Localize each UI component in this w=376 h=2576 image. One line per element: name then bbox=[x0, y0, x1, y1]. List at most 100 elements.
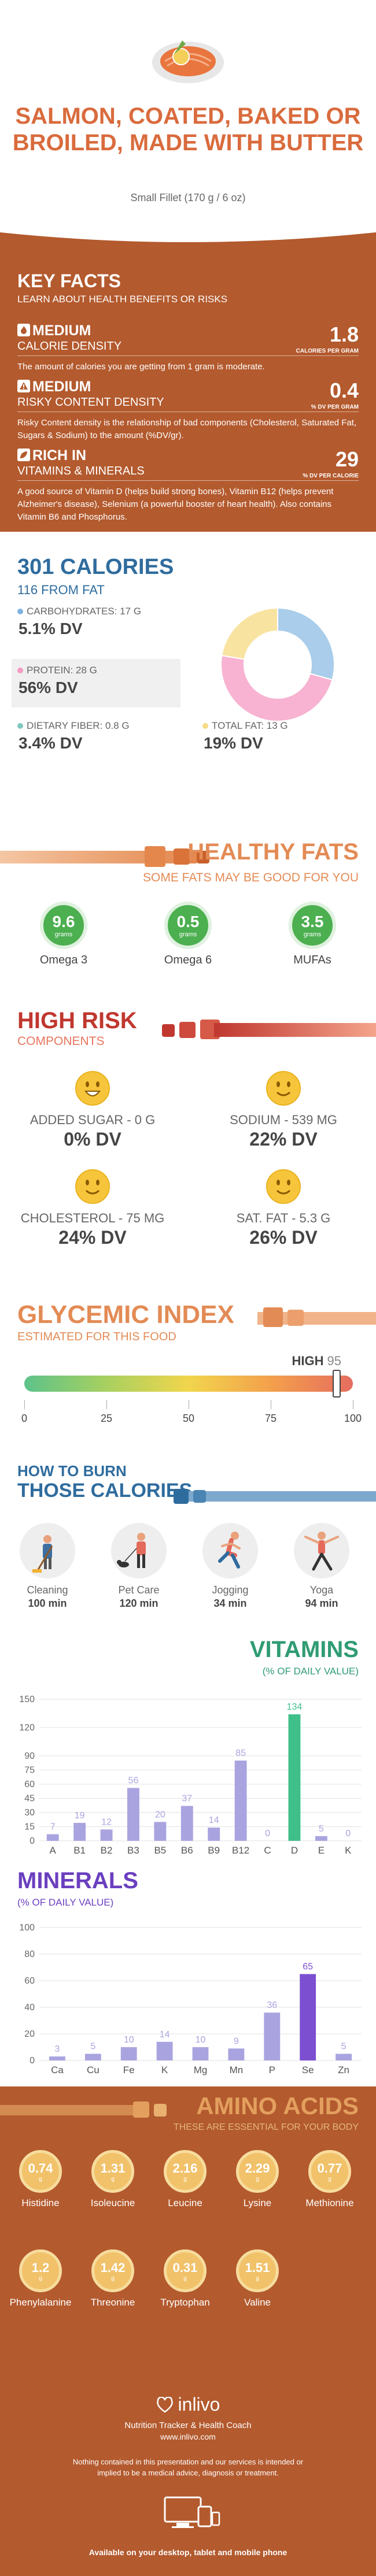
healthy-fats-subtitle: SOME FATS MAY BE GOOD FOR YOU bbox=[142, 871, 359, 884]
fact-name: RISKY CONTENT DENSITY bbox=[17, 396, 164, 409]
risk-item: SODIUM - 539 mg 22% DV bbox=[197, 1070, 370, 1150]
bar-value-label: 14 bbox=[160, 2030, 170, 2040]
amino-name: Tryptophan bbox=[160, 2297, 210, 2308]
x-tick-label: Cu bbox=[87, 2064, 99, 2075]
bar-b9 bbox=[208, 1828, 220, 1841]
amino-value: 1.31 bbox=[100, 2160, 126, 2175]
y-tick-label: 20 bbox=[24, 2029, 35, 2039]
x-tick-label: B1 bbox=[73, 1845, 86, 1856]
bar-value-label: 10 bbox=[124, 2035, 134, 2045]
yoga-icon bbox=[304, 1532, 339, 1571]
fiber-stat: DIETARY FIBER: 0.8 g 3.4% DV bbox=[12, 720, 180, 753]
activity-name: Jogging bbox=[212, 1584, 249, 1596]
leaf-icon bbox=[17, 449, 30, 461]
x-tick-label: B12 bbox=[232, 1845, 249, 1856]
amino-phenylalanine: 1.2 g Phenylalanine bbox=[6, 2249, 75, 2308]
activity-yoga: Yoga 94 min bbox=[287, 1523, 356, 1610]
activity-jogging: Jogging 34 min bbox=[196, 1523, 265, 1610]
y-tick-label: 120 bbox=[19, 1723, 35, 1733]
fat-name: Omega 6 bbox=[164, 954, 212, 966]
risk-dv: 26% DV bbox=[249, 1227, 318, 1248]
brand-url[interactable]: www.inlivo.com bbox=[160, 2432, 216, 2441]
glycemic-marker bbox=[332, 1370, 341, 1398]
legend-dot bbox=[17, 668, 23, 673]
vitamins-title: VITAMINS bbox=[249, 1637, 359, 1662]
bar-value-label: 65 bbox=[303, 1962, 313, 1972]
activity-time: 120 min bbox=[119, 1598, 158, 1609]
fact-risky-content: MEDIUM RISKY CONTENT DENSITY Risky Conte… bbox=[17, 379, 364, 442]
x-tick-label: Se bbox=[302, 2064, 314, 2075]
risk-dv: 24% DV bbox=[58, 1227, 127, 1248]
fact-value: 1.8 bbox=[329, 323, 359, 346]
fact-unit: % DV PER GRAM bbox=[311, 404, 359, 410]
healthy-fats-section: HEALTHY FATS SOME FATS MAY BE GOOD FOR Y… bbox=[0, 826, 376, 1000]
bar-value-label: 19 bbox=[75, 1811, 85, 1821]
amino-name: Phenylalanine bbox=[9, 2297, 72, 2308]
availability-note: Available on your desktop, tablet and mo… bbox=[89, 2548, 287, 2557]
salmon-dish-icon bbox=[152, 40, 224, 83]
scale-tick bbox=[106, 1400, 107, 1409]
glycemic-level-text: HIGH bbox=[292, 1354, 324, 1368]
glycemic-index-section: GLYCEMIC INDEX ESTIMATED FOR THIS FOOD H… bbox=[0, 1295, 376, 1462]
amino-unit: g bbox=[256, 2275, 259, 2282]
devices-icon bbox=[164, 2496, 220, 2528]
smile-face-icon bbox=[266, 1169, 301, 1204]
decorative-band bbox=[0, 2101, 167, 2118]
key-facts-subtitle: LEARN ABOUT HEALTH BENEFITS OR RISKS bbox=[17, 294, 228, 305]
activity-name: Yoga bbox=[309, 1584, 334, 1596]
fact-description: Risky Content density is the relationshi… bbox=[17, 418, 357, 440]
bar-value-label: 5 bbox=[90, 2042, 95, 2052]
bar-mg bbox=[192, 2047, 209, 2060]
amino-unit: g bbox=[256, 2175, 259, 2182]
bar-value-label: 10 bbox=[196, 2035, 206, 2045]
burn-title-2: THOSE CALORIES bbox=[17, 1480, 193, 1502]
protein-dv: 56% DV bbox=[19, 679, 78, 696]
bar-b3 bbox=[127, 1788, 139, 1841]
flame-icon bbox=[17, 324, 30, 336]
header-section: SALMON, COATED, BAKED OR BROILED, MADE W… bbox=[0, 0, 376, 225]
smile-face-icon bbox=[75, 1169, 110, 1204]
vitamins-section: 0 15 30 45 60 75 90 120 150 7 A 19 B1 12 B2 56 B3 20 B5 37 B… bbox=[0, 1636, 376, 1867]
amino-methionine: 0.77 g Methionine bbox=[295, 2150, 364, 2209]
risk-item: CHOLESTEROL - 75 mg 24% DV bbox=[6, 1169, 179, 1248]
fat-value: 0.5 bbox=[176, 913, 200, 931]
y-tick-label: 30 bbox=[24, 1808, 35, 1818]
amino-leucine: 2.16 g Leucine bbox=[150, 2150, 220, 2209]
smile-face-icon bbox=[266, 1071, 301, 1106]
warning-icon bbox=[17, 380, 30, 392]
activity-time: 100 min bbox=[28, 1598, 67, 1609]
donut-slice-carbohydrates bbox=[277, 607, 335, 681]
x-tick-label: Fe bbox=[123, 2064, 135, 2075]
fat-unit: grams bbox=[179, 931, 197, 938]
amino-unit: g bbox=[328, 2175, 331, 2182]
serving-size: Small Fillet (170 g / 6 oz) bbox=[130, 192, 246, 203]
amino-name: Isoleucine bbox=[90, 2197, 135, 2208]
fat-item-omega3: 9.6 grams Omega 3 bbox=[23, 902, 104, 967]
vitamins-subtitle: (% OF DAILY VALUE) bbox=[262, 1666, 359, 1677]
risk-label: SODIUM - 539 mg bbox=[230, 1113, 337, 1127]
glycemic-scale-bar bbox=[24, 1376, 353, 1392]
scale-tick bbox=[24, 1400, 25, 1409]
amino-isoleucine: 1.31 g Isoleucine bbox=[78, 2150, 148, 2209]
food-title: SALMON, COATED, BAKED OR BROILED, MADE W… bbox=[12, 103, 364, 155]
amino-name: Threonine bbox=[90, 2297, 135, 2308]
amino-unit: g bbox=[183, 2175, 187, 2182]
fat-stat: TOTAL FAT: 13 g 19% DV bbox=[197, 720, 366, 753]
x-tick-label: K bbox=[345, 1845, 352, 1856]
amino-subtitle: THESE ARE ESSENTIAL FOR YOUR BODY bbox=[173, 2122, 359, 2132]
bar-b12 bbox=[234, 1760, 247, 1841]
activity-cleaning: Cleaning 100 min bbox=[13, 1523, 82, 1610]
amino-value: 1.2 bbox=[31, 2260, 50, 2275]
x-tick-label: Zn bbox=[338, 2064, 349, 2075]
amino-unit: g bbox=[111, 2275, 115, 2282]
vitamins-bar-chart: 0 15 30 45 60 75 90 120 150 7 A 19 B1 12 B2 56 B3 20 B5 37 B… bbox=[19, 1695, 362, 1856]
healthy-fats-title: HEALTHY FATS bbox=[187, 839, 359, 865]
legend-dot bbox=[17, 609, 23, 614]
bar-value-label: 85 bbox=[235, 1748, 246, 1758]
bar-value-label: 9 bbox=[234, 2036, 239, 2046]
y-tick-label: 80 bbox=[24, 1949, 35, 1959]
minerals-subtitle: (% OF DAILY VALUE) bbox=[17, 1897, 114, 1908]
amino-value: 2.16 bbox=[172, 2160, 198, 2175]
amino-tryptophan: 0.31 g Tryptophan bbox=[150, 2249, 220, 2308]
fact-unit: % DV PER CALORIE bbox=[303, 473, 359, 479]
